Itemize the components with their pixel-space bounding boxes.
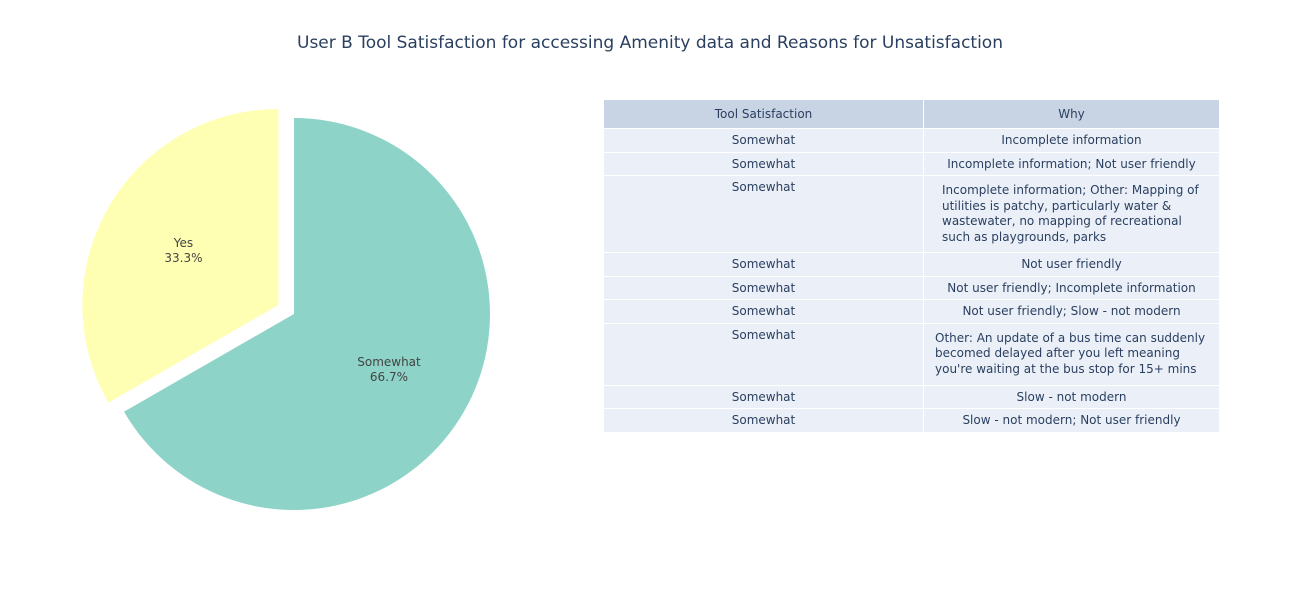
table-row: Somewhat Other: An update of a bus time … xyxy=(604,323,1220,386)
cell-satisfaction: Somewhat xyxy=(604,408,924,433)
pie-slices xyxy=(82,108,491,510)
cell-why: Not user friendly; Slow - not modern xyxy=(923,299,1220,324)
cell-satisfaction: Somewhat xyxy=(604,252,924,277)
pie-slice-percent: 66.7% xyxy=(370,370,408,384)
table-row: Somewhat Not user friendly xyxy=(604,252,1220,277)
chart-title: User B Tool Satisfaction for accessing A… xyxy=(297,33,1003,53)
table-header-row: Tool Satisfaction Why xyxy=(604,100,1220,129)
cell-why: Slow - not modern; Not user friendly xyxy=(923,408,1220,433)
cell-why: Incomplete information xyxy=(923,128,1220,153)
cell-satisfaction: Somewhat xyxy=(604,175,924,253)
cell-satisfaction: Somewhat xyxy=(604,299,924,324)
header-why: Why xyxy=(923,100,1220,129)
table-row: Somewhat Slow - not modern; Not user fri… xyxy=(604,408,1220,433)
cell-why: Incomplete information; Other: Mapping o… xyxy=(923,175,1220,253)
cell-why: Incomplete information; Not user friendl… xyxy=(923,152,1220,176)
cell-satisfaction: Somewhat xyxy=(604,128,924,153)
table-row: Somewhat Not user friendly; Incomplete i… xyxy=(604,276,1220,300)
cell-satisfaction: Somewhat xyxy=(604,385,924,409)
pie-slice-label: Yes xyxy=(173,236,193,250)
pie-slice-label: Somewhat xyxy=(357,355,421,369)
cell-satisfaction: Somewhat xyxy=(604,323,924,386)
table-row: Somewhat Incomplete information; Other: … xyxy=(604,175,1220,253)
satisfaction-table-container: Tool Satisfaction Why Somewhat Incomplet… xyxy=(604,100,1220,433)
cell-satisfaction: Somewhat xyxy=(604,276,924,300)
table-row: Somewhat Incomplete information xyxy=(604,128,1220,153)
table-row: Somewhat Slow - not modern xyxy=(604,385,1220,409)
pie-slice-somewhat[interactable] xyxy=(124,118,491,510)
cell-why: Slow - not modern xyxy=(923,385,1220,409)
header-tool-satisfaction: Tool Satisfaction xyxy=(604,100,924,129)
pie-slice-yes[interactable] xyxy=(82,108,279,403)
cell-satisfaction: Somewhat xyxy=(604,152,924,176)
table-row: Somewhat Incomplete information; Not use… xyxy=(604,152,1220,176)
cell-why: Other: An update of a bus time can sudde… xyxy=(923,323,1220,386)
cell-why: Not user friendly xyxy=(923,252,1220,277)
pie-slice-percent: 33.3% xyxy=(164,251,202,265)
satisfaction-table: Tool Satisfaction Why Somewhat Incomplet… xyxy=(604,100,1220,433)
table-row: Somewhat Not user friendly; Slow - not m… xyxy=(604,299,1220,324)
cell-why: Not user friendly; Incomplete informatio… xyxy=(923,276,1220,300)
